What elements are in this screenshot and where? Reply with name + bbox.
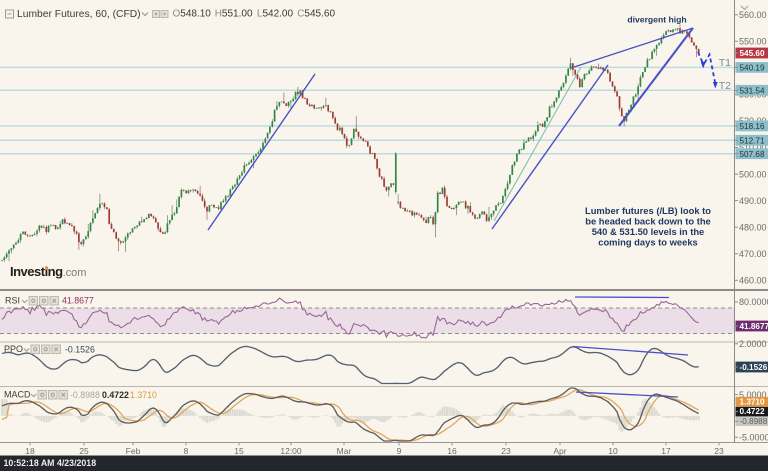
svg-text:15: 15 — [234, 446, 244, 456]
svg-text:80.0000: 80.0000 — [739, 297, 768, 307]
svg-text:Investing.com: Investing.com — [10, 264, 86, 279]
svg-text:be headed back down to the: be headed back down to the — [585, 216, 711, 227]
svg-text:512.71: 512.71 — [740, 136, 765, 145]
svg-text:500.00: 500.00 — [739, 169, 767, 179]
svg-text:550.00: 550.00 — [739, 37, 767, 47]
svg-text:545.60: 545.60 — [740, 49, 765, 58]
svg-text:-0.8988: -0.8988 — [740, 417, 768, 426]
svg-text:0.4722: 0.4722 — [740, 407, 765, 416]
svg-text:16: 16 — [447, 446, 457, 456]
svg-text:Mar: Mar — [337, 446, 352, 456]
svg-text:Apr: Apr — [553, 446, 566, 456]
svg-text:-0.1526: -0.1526 — [740, 363, 768, 372]
svg-text:coming days to weeks: coming days to weeks — [598, 237, 698, 248]
svg-text:C545.60: C545.60 — [297, 9, 335, 20]
svg-text:460.00: 460.00 — [739, 276, 767, 286]
svg-text:divergent high: divergent high — [627, 15, 686, 25]
svg-text:8: 8 — [184, 446, 189, 456]
svg-text:Lumber Futures, 60, (CFD): Lumber Futures, 60, (CFD) — [17, 9, 141, 20]
svg-text:T1: T1 — [719, 57, 731, 69]
svg-text:25: 25 — [79, 446, 89, 456]
svg-text:2.0000: 2.0000 — [739, 339, 767, 349]
svg-text:-5.0000: -5.0000 — [739, 432, 768, 442]
svg-text:Lumber futures (/LB) look to: Lumber futures (/LB) look to — [585, 205, 711, 216]
svg-text:510.00: 510.00 — [739, 143, 767, 153]
svg-text:5.0000: 5.0000 — [739, 390, 767, 400]
svg-text:L542.00: L542.00 — [257, 9, 294, 20]
svg-text:12:00: 12:00 — [280, 446, 302, 456]
svg-text:518.16: 518.16 — [740, 122, 765, 131]
svg-text:23: 23 — [501, 446, 511, 456]
svg-text:41.8677: 41.8677 — [62, 296, 94, 306]
svg-text:PPO: PPO — [4, 344, 23, 354]
svg-text:531.54: 531.54 — [740, 86, 765, 95]
svg-text:470.00: 470.00 — [739, 249, 767, 259]
svg-text:41.8677: 41.8677 — [740, 322, 768, 331]
svg-text:0.4722: 0.4722 — [102, 390, 129, 400]
svg-text:490.00: 490.00 — [739, 196, 767, 206]
svg-text:T2: T2 — [719, 80, 731, 92]
svg-text:18: 18 — [25, 446, 35, 456]
svg-text:RSI: RSI — [5, 296, 20, 306]
svg-text:-0.8988: -0.8988 — [70, 390, 100, 400]
svg-text:10: 10 — [608, 446, 618, 456]
svg-text:23: 23 — [714, 446, 724, 456]
svg-text:540 & 531.50 levels in the: 540 & 531.50 levels in the — [592, 226, 705, 237]
svg-text:480.00: 480.00 — [739, 222, 767, 232]
svg-text:560.00: 560.00 — [739, 10, 767, 20]
svg-text:-0.1526: -0.1526 — [65, 345, 95, 355]
svg-text:MACD: MACD — [4, 390, 31, 400]
svg-text:O548.10: O548.10 — [173, 9, 212, 20]
svg-text:H551.00: H551.00 — [215, 9, 253, 20]
svg-text:10:52:18 AM 4/23/2018: 10:52:18 AM 4/23/2018 — [4, 458, 97, 468]
svg-text:507.68: 507.68 — [740, 150, 765, 159]
svg-text:540.19: 540.19 — [740, 64, 765, 73]
svg-text:Feb: Feb — [126, 446, 141, 456]
svg-text:9: 9 — [397, 446, 402, 456]
svg-text:1.3710: 1.3710 — [130, 390, 157, 400]
svg-text:1.3710: 1.3710 — [740, 397, 765, 406]
svg-text:17: 17 — [661, 446, 671, 456]
